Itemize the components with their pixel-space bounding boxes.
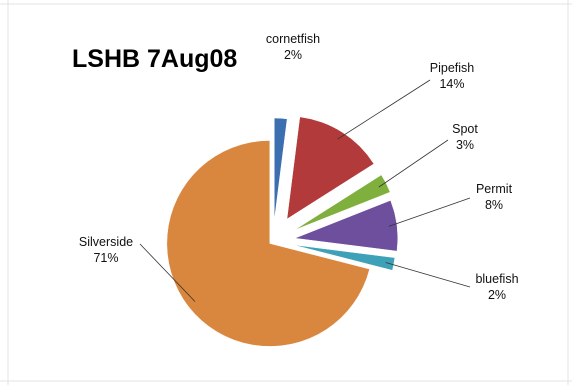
slice-percent-bluefish: 2% <box>488 288 506 302</box>
slice-percent-silverside: 71% <box>93 251 118 265</box>
slice-percent-spot: 3% <box>456 138 474 152</box>
leader-line-pipefish <box>337 79 431 140</box>
slice-label-silverside: Silverside <box>79 235 133 249</box>
leader-line-silverside <box>139 243 196 302</box>
slice-percent-permit: 8% <box>485 198 503 212</box>
slice-label-cornetfish: cornetfish <box>266 32 320 46</box>
slice-label-permit: Permit <box>476 182 513 196</box>
chart-title: LSHB 7Aug08 <box>72 45 237 73</box>
leader-line-permit <box>388 197 471 227</box>
leader-line-bluefish <box>385 262 471 288</box>
slice-label-spot: Spot <box>452 122 478 136</box>
pie-slices <box>166 116 399 347</box>
slice-pipefish <box>286 116 375 220</box>
leader-lines <box>139 79 471 302</box>
slice-spot <box>294 174 391 231</box>
leader-line-spot <box>378 139 449 188</box>
slice-silverside <box>166 140 370 347</box>
slice-permit <box>294 200 399 252</box>
slice-percent-cornetfish: 2% <box>284 48 302 62</box>
slice-percent-pipefish: 14% <box>439 77 464 91</box>
slice-label-pipefish: Pipefish <box>430 61 475 75</box>
slice-label-bluefish: bluefish <box>475 272 518 286</box>
slice-cornetfish <box>274 117 288 222</box>
slice-bluefish <box>292 244 396 271</box>
slice-labels: cornetfish 2% Pipefish 14% Spot 3% Permit 8% blu… <box>79 32 519 302</box>
